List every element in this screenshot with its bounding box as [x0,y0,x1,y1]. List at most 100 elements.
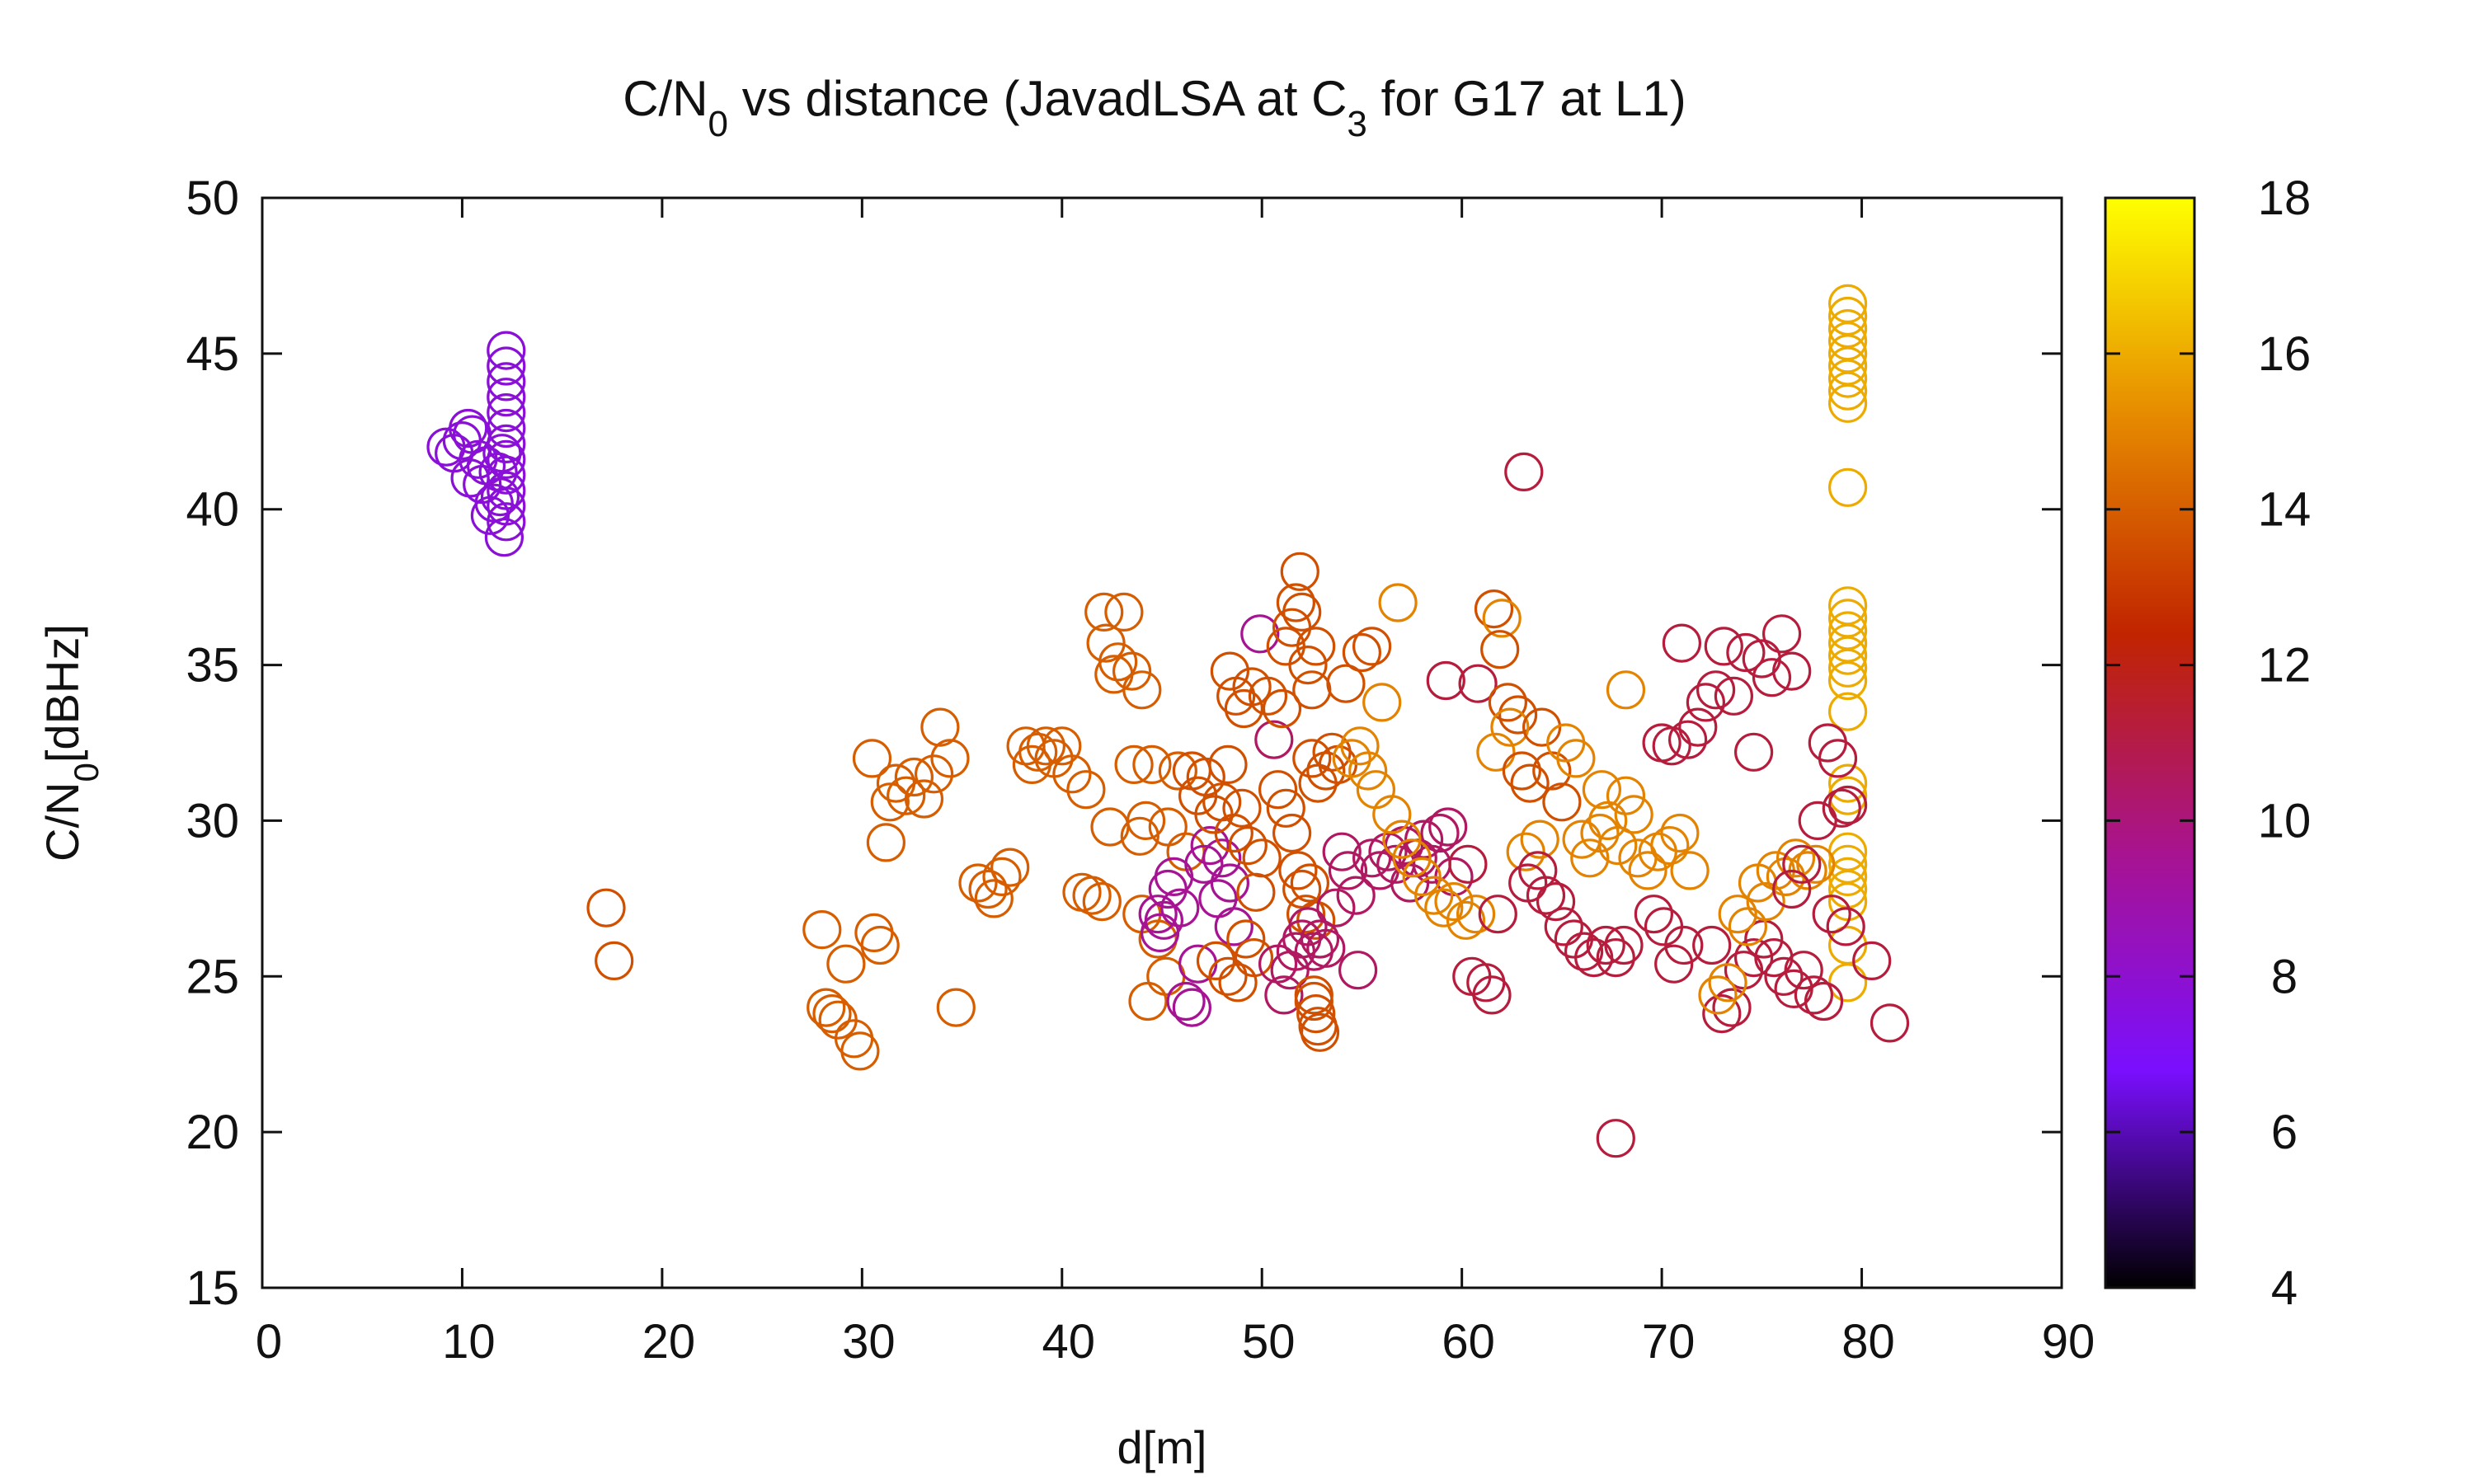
scatter-point [1734,732,1774,772]
scatter-point [1172,988,1212,1027]
scatter-point [958,863,998,903]
scatter-point [1606,670,1646,710]
scatter-point [852,739,892,778]
scatter-point [1634,895,1674,934]
scatter-point [1368,832,1408,871]
scatter-point [1208,956,1248,996]
scatter-point [1086,623,1126,663]
scatter-point [480,477,520,517]
scatter-point [1458,664,1498,703]
scatter-point [1300,1012,1340,1052]
scatter-points [426,284,1910,1158]
scatter-point [1686,683,1725,722]
scatter-point [1288,645,1328,685]
scatter-point [1828,359,1868,398]
scatter-point [487,502,526,542]
y-tick-label: 20 [186,1106,239,1159]
scatter-point [1382,819,1422,859]
scatter-point [1482,599,1522,638]
scatter-point [1696,670,1736,710]
scatter-point [1084,592,1124,632]
scatter-point [1026,726,1066,766]
plot-area [261,196,2063,1289]
scatter-point [1254,720,1294,759]
scatter-point [1782,844,1822,884]
scatter-point [894,757,934,797]
scatter-point [920,707,960,747]
x-axis-label: d[m] [1117,1421,1207,1473]
scatter-point [1328,851,1368,890]
scatter-point [487,331,526,370]
scatter-point [1490,707,1530,747]
scatter-point [1214,907,1253,946]
x-tick-label: 50 [1242,1315,1296,1369]
scatter-point [870,782,910,822]
scatter-point [1242,838,1282,878]
scatter-point [1240,614,1280,654]
scatter-point [1322,832,1362,871]
scatter-point [1290,863,1330,903]
scatter-point [1190,825,1230,866]
scatter-point [1520,819,1559,859]
scatter-point [1264,975,1304,1015]
scatter-point [1224,688,1264,729]
scatter-point [1828,785,1868,825]
x-tick-label: 40 [1042,1315,1096,1369]
scatter-point [1196,941,1236,981]
scatter-point [990,848,1030,887]
colorbar-gradient [2104,196,2196,1289]
scatter-point [1502,751,1542,791]
scatter-point [1098,642,1138,682]
scatter-point [487,378,526,417]
scatter-point [1628,851,1667,890]
x-tick-label: 30 [842,1315,896,1369]
y-axis-label: C/N0[dBHz] [36,624,106,862]
scatter-point [1042,726,1082,766]
scatter-point [1132,744,1172,785]
x-tick-label: 20 [642,1315,696,1369]
scatter-point [1614,795,1653,834]
scatter-point [1570,838,1610,878]
y-tick-label: 40 [186,483,239,537]
scatter-point [1184,844,1224,884]
scatter-point [487,408,526,448]
scatter-point [812,993,852,1034]
scatter-point [1804,981,1844,1021]
scatter-point [484,518,524,557]
scatter-point [487,455,526,495]
scatter-point [487,362,526,402]
scatter-point [1828,371,1868,411]
scatter-point [1564,932,1604,971]
scatter-point [1794,975,1833,1015]
x-tick-label: 10 [442,1315,496,1369]
scatter-point [802,909,842,950]
scatter-point [860,925,900,965]
x-tick-label: 60 [1442,1315,1495,1369]
colorbar-tick-label: 8 [2271,950,2298,1003]
scatter-point [1734,937,1774,978]
scatter-point [1286,895,1326,934]
scatter-point [1208,744,1248,785]
scatter-point [1226,919,1266,959]
colorbar-tick-label: 18 [2258,171,2312,225]
scatter-point [1352,627,1392,666]
scatter-point [1202,838,1242,878]
scatter-point [1428,807,1468,847]
scatter-point [595,941,634,981]
scatter-point [887,776,926,815]
scatter-point [1072,876,1112,915]
scatter-point [1510,763,1550,803]
scatter-point [1650,825,1690,866]
scatter-point [1272,813,1312,853]
scatter-point [1670,851,1710,890]
scatter-point [1586,925,1625,965]
scatter-point [1158,751,1198,791]
scatter-point [1414,876,1454,915]
scatter-point [1746,881,1785,922]
scatter-point [904,779,944,819]
scatter-point [1306,928,1346,968]
scatter-point [1276,583,1316,622]
scatter-point [1667,720,1708,759]
scatter-point [1818,739,1858,778]
